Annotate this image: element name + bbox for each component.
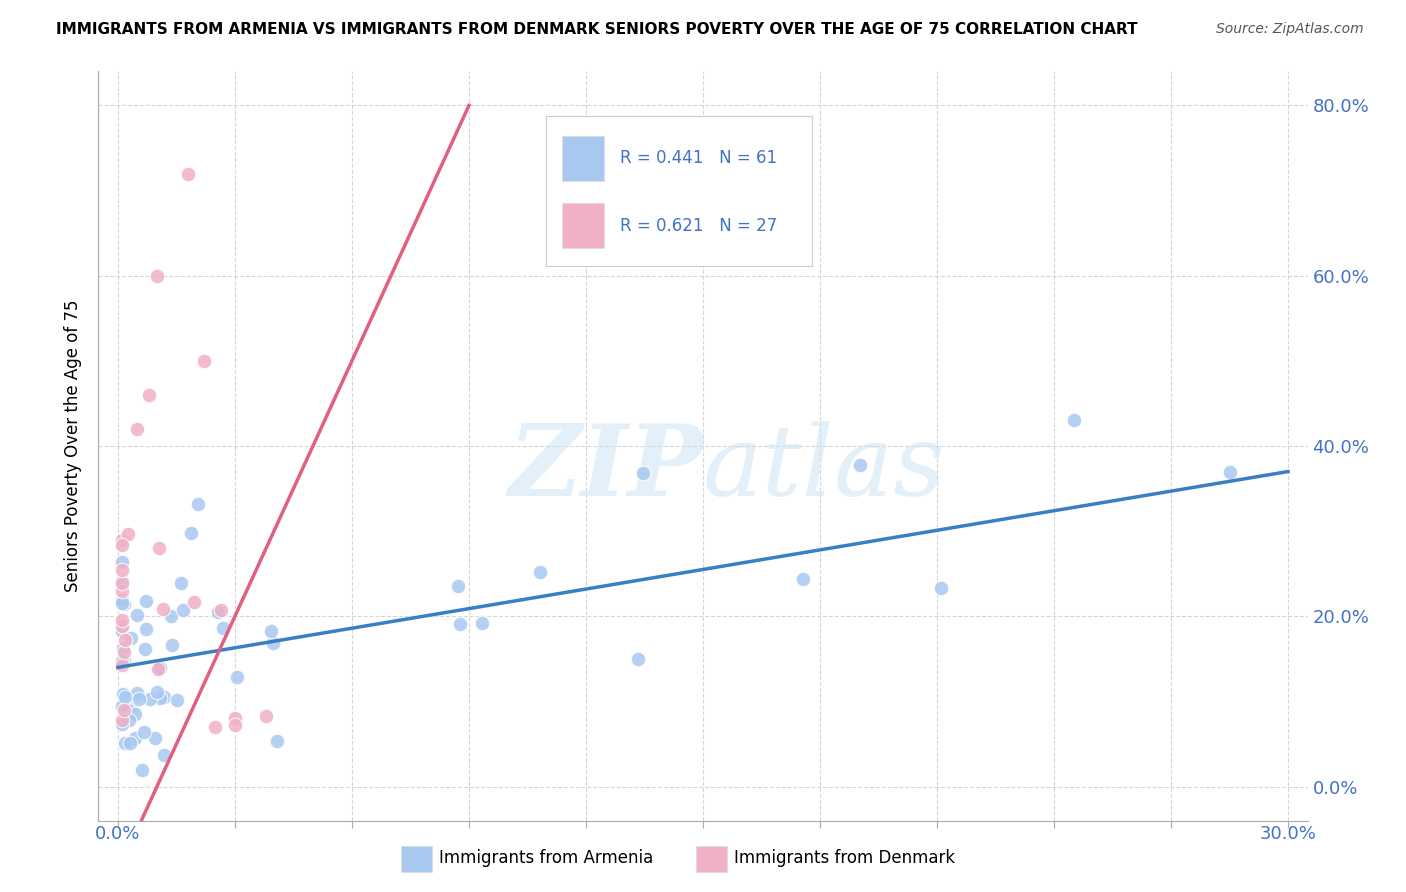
Point bbox=[138, 388, 160, 402]
Point bbox=[449, 616, 471, 631]
Point bbox=[124, 706, 146, 721]
Point bbox=[117, 527, 139, 541]
Text: Source: ZipAtlas.com: Source: ZipAtlas.com bbox=[1216, 22, 1364, 37]
Point bbox=[118, 713, 141, 727]
Point bbox=[111, 658, 134, 673]
Point bbox=[183, 595, 205, 609]
Point bbox=[118, 736, 141, 750]
Point bbox=[207, 605, 229, 619]
Point bbox=[447, 579, 470, 593]
Point bbox=[135, 622, 157, 636]
Point bbox=[111, 574, 134, 588]
Point bbox=[153, 690, 176, 704]
Point bbox=[149, 661, 172, 675]
Point bbox=[254, 709, 277, 723]
Point bbox=[224, 717, 246, 731]
Point bbox=[160, 638, 183, 652]
Text: ZIP: ZIP bbox=[508, 420, 703, 516]
Point bbox=[266, 734, 288, 748]
Point bbox=[127, 686, 149, 700]
Point bbox=[170, 575, 193, 590]
Point bbox=[149, 691, 172, 706]
Point bbox=[114, 690, 136, 704]
Point bbox=[118, 708, 141, 723]
Point bbox=[111, 584, 134, 599]
Point bbox=[211, 621, 233, 635]
Point bbox=[179, 526, 201, 541]
Point bbox=[128, 692, 150, 706]
Text: IMMIGRANTS FROM ARMENIA VS IMMIGRANTS FROM DENMARK SENIORS POVERTY OVER THE AGE : IMMIGRANTS FROM ARMENIA VS IMMIGRANTS FR… bbox=[56, 22, 1137, 37]
Point bbox=[120, 702, 142, 716]
Point bbox=[120, 631, 142, 645]
Point bbox=[135, 593, 157, 607]
Point bbox=[111, 596, 134, 610]
Point bbox=[127, 422, 149, 436]
Point bbox=[111, 619, 134, 633]
Point bbox=[471, 615, 494, 630]
Point bbox=[143, 731, 166, 745]
Point bbox=[529, 566, 551, 580]
Point bbox=[111, 538, 134, 552]
Point bbox=[112, 644, 135, 658]
Point bbox=[187, 497, 209, 511]
Point bbox=[134, 642, 156, 657]
Point bbox=[929, 582, 952, 596]
Point bbox=[1219, 465, 1241, 479]
Point bbox=[112, 703, 135, 717]
Point bbox=[112, 653, 135, 667]
Text: Immigrants from Armenia: Immigrants from Armenia bbox=[439, 849, 652, 867]
Point bbox=[111, 654, 134, 668]
Point bbox=[111, 533, 134, 547]
Point bbox=[114, 632, 136, 647]
Text: 30.0%: 30.0% bbox=[1260, 825, 1316, 844]
Point bbox=[262, 636, 284, 650]
Point bbox=[1063, 413, 1085, 427]
Point bbox=[193, 354, 215, 368]
Point bbox=[849, 458, 872, 472]
Point bbox=[111, 563, 134, 577]
Point bbox=[112, 597, 135, 611]
Point bbox=[111, 556, 134, 570]
Point bbox=[132, 725, 155, 739]
Point bbox=[204, 720, 226, 734]
Point bbox=[152, 747, 174, 762]
Point bbox=[145, 685, 167, 699]
Point bbox=[146, 268, 169, 283]
Point bbox=[125, 607, 148, 622]
Point bbox=[111, 687, 134, 701]
Point bbox=[111, 593, 134, 607]
Text: 0.0%: 0.0% bbox=[96, 825, 141, 844]
Point bbox=[260, 624, 283, 639]
Point bbox=[148, 662, 170, 676]
Text: atlas: atlas bbox=[703, 421, 946, 516]
Point bbox=[627, 652, 650, 666]
Point bbox=[124, 731, 146, 745]
Point bbox=[148, 541, 170, 556]
Point bbox=[131, 763, 153, 777]
Point bbox=[160, 609, 183, 624]
Point bbox=[209, 603, 232, 617]
Point bbox=[114, 735, 136, 749]
Point bbox=[111, 624, 134, 638]
Point bbox=[633, 467, 655, 481]
Point bbox=[111, 699, 134, 714]
Point bbox=[111, 575, 134, 590]
Point bbox=[111, 714, 134, 728]
Y-axis label: Seniors Poverty Over the Age of 75: Seniors Poverty Over the Age of 75 bbox=[65, 300, 83, 592]
Point bbox=[117, 703, 139, 717]
Point bbox=[139, 691, 162, 706]
Point bbox=[152, 602, 174, 616]
Point bbox=[226, 670, 249, 684]
Point bbox=[111, 613, 134, 627]
Point bbox=[177, 167, 200, 181]
Point bbox=[111, 716, 134, 731]
Point bbox=[166, 692, 188, 706]
Point bbox=[224, 711, 246, 725]
Point bbox=[792, 572, 814, 586]
Point bbox=[111, 640, 134, 655]
Text: Immigrants from Denmark: Immigrants from Denmark bbox=[734, 849, 955, 867]
Point bbox=[172, 603, 194, 617]
